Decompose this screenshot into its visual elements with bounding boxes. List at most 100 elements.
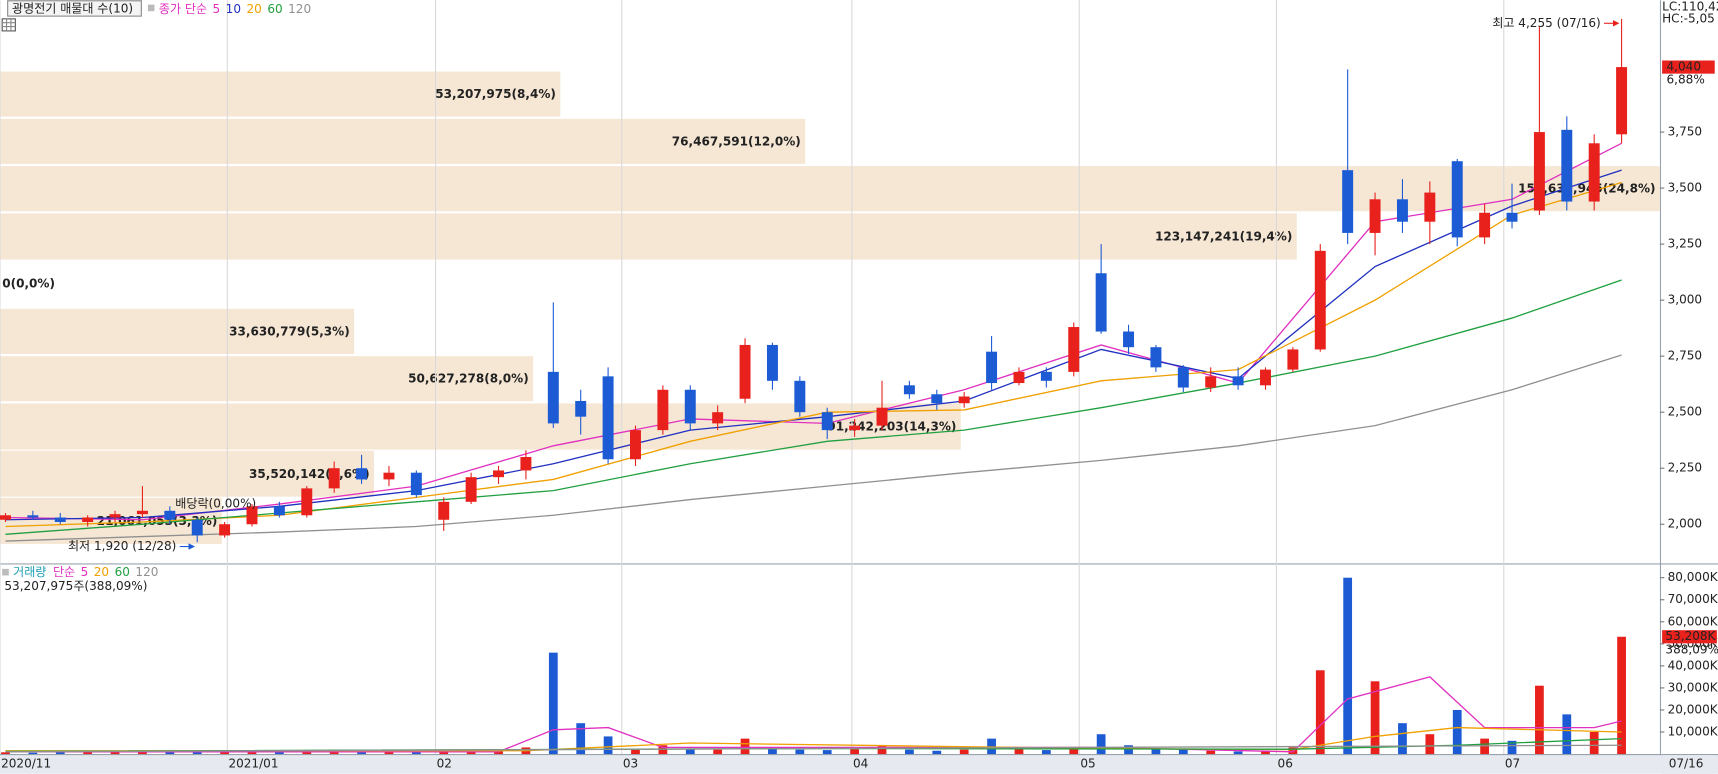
candle-body [575, 400, 587, 417]
candle-body [164, 510, 176, 520]
candle-body [1396, 199, 1408, 222]
y-tick-label: 2,000 [1668, 517, 1703, 531]
volume-bar [28, 752, 38, 755]
candle-body [1068, 327, 1080, 372]
candle-body [410, 472, 422, 496]
volume-bar [1562, 714, 1572, 755]
candle-body [1561, 129, 1573, 202]
candle-body [191, 519, 203, 536]
candle-body [821, 412, 833, 431]
volume-bar [1398, 723, 1407, 755]
volume-bar [959, 749, 969, 755]
annotation: 배당락(0,00%) [175, 497, 256, 511]
candle-body [630, 430, 641, 460]
volume-bar [768, 747, 777, 755]
volume-profile-label: 33,630,779(5,3%) [229, 324, 350, 338]
candle-body [1013, 371, 1025, 384]
last-volume-label: 53,208K [1665, 629, 1716, 643]
volume-bar [548, 652, 558, 755]
volume-profile-label: 35,520,142(5,6%) [249, 467, 370, 481]
volume-bar [603, 736, 613, 755]
volume-bar [1535, 685, 1544, 755]
volume-profile-bar [0, 356, 534, 402]
candle-body [1150, 347, 1162, 368]
title-box[interactable] [7, 0, 142, 17]
volume-bar [1617, 636, 1626, 755]
candle-body [1287, 349, 1299, 370]
y-tick-label: 70,000K [1668, 592, 1718, 606]
volume-bar [1041, 750, 1051, 755]
legend-entry: 10 [226, 1, 241, 15]
volume-bar [1206, 750, 1216, 755]
volume-profile-label: 76,467,591(12,0%) [672, 134, 801, 148]
volume-bar [713, 749, 723, 755]
candle-body [1451, 161, 1463, 238]
last-date-tag [1662, 755, 1715, 774]
volume-bar [1178, 749, 1188, 755]
volume-bar [1069, 749, 1079, 755]
volume-bar [987, 738, 996, 755]
volume-bar [192, 752, 202, 755]
volume-profile-label: 0(0,0%) [2, 277, 55, 291]
volume-bar [411, 752, 421, 755]
volume-bar [1343, 577, 1353, 755]
candle-body [1342, 170, 1354, 233]
candle-body [273, 506, 285, 516]
volume-bar [110, 751, 120, 755]
hc-label: HC:-5,05 [1662, 11, 1715, 25]
moving-average-line [5, 744, 1622, 753]
legend-entry: 5 [81, 565, 89, 579]
volume-bar [439, 751, 449, 755]
y-tick-label: 60,000K [1668, 614, 1718, 628]
y-tick-label: 3,000 [1668, 293, 1703, 307]
candle-body [493, 470, 505, 478]
candle-body [1205, 376, 1217, 388]
volume-profile-bar [0, 213, 1297, 260]
volume-profile-bar [0, 166, 1660, 212]
candle-body [1533, 132, 1545, 211]
last-price-tag [1662, 60, 1715, 74]
candle-body [109, 514, 121, 518]
candle-body [1260, 369, 1271, 386]
candle-body [1095, 273, 1107, 332]
candle-body [1479, 212, 1491, 238]
candle-body [136, 510, 148, 515]
legend-title: 거래량 [13, 565, 46, 579]
candle-body [438, 501, 450, 520]
candle-body [794, 380, 806, 413]
moving-average-line [5, 354, 1622, 542]
candle-body [1369, 199, 1381, 233]
x-tick-label: 05 [1080, 756, 1095, 770]
last-change-label: 6,88% [1667, 73, 1705, 87]
candle-body [766, 344, 778, 381]
y-tick-label: 2,500 [1668, 405, 1703, 419]
legend-entry: 20 [246, 1, 261, 15]
candle-body [246, 506, 258, 525]
y-tick-label: 30,000K [1668, 680, 1718, 694]
volume-bar [247, 752, 257, 755]
volume-bar [55, 752, 65, 755]
volume-bar [165, 752, 175, 755]
candle-body [27, 515, 39, 518]
x-tick-label: 06 [1278, 756, 1293, 770]
volume-bar [1261, 750, 1270, 755]
candle-body [1177, 367, 1189, 388]
volume-bar [494, 750, 503, 755]
table-icon[interactable] [1, 18, 16, 32]
x-tick-label: 2020/11 [1, 756, 51, 770]
volume-profile-bar [0, 118, 806, 164]
volume-bar [1096, 734, 1106, 755]
y-tick-label: 10,000K [1668, 725, 1718, 739]
y-tick-label: 3,750 [1668, 125, 1703, 139]
volume-bar [576, 723, 586, 755]
x-tick-label: 03 [623, 756, 638, 770]
y-tick-label: 3,500 [1668, 181, 1703, 195]
volume-bar [905, 749, 914, 755]
candle-body [657, 389, 669, 431]
volume-bar [1014, 748, 1024, 755]
candle-body [1123, 331, 1135, 348]
volume-bar [1151, 748, 1161, 755]
annotation: 최저 1,920 (12/28) [68, 539, 176, 553]
volume-bar [357, 751, 366, 755]
